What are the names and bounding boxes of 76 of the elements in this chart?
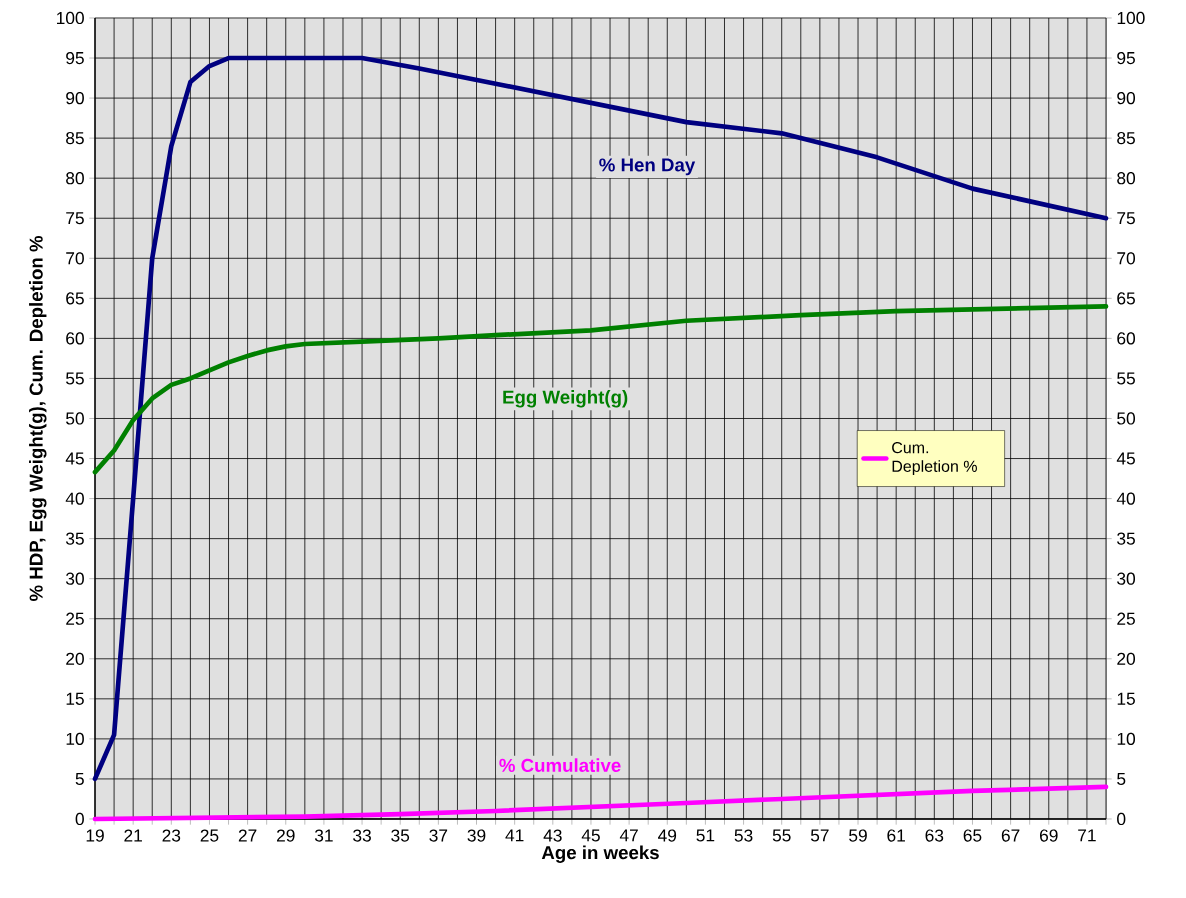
x-tick-label: 57: [810, 829, 829, 842]
y2-tick-label: 45: [1116, 452, 1135, 465]
y2-tick-label: 5: [1117, 772, 1126, 785]
y-tick-label: 75: [66, 212, 84, 225]
x-tick-label: 47: [619, 829, 638, 842]
x-tick-label: 67: [1001, 829, 1020, 842]
annotation: % Cumulative: [499, 758, 621, 773]
y-tick-label: 25: [66, 612, 84, 625]
y-tick-label: 30: [65, 572, 84, 585]
line-series: [92, 304, 1109, 475]
y-tick-label: 35: [65, 532, 84, 545]
x-tick-label: 29: [277, 829, 295, 842]
x-tick-label: 43: [543, 829, 562, 842]
x-tick-label: 53: [734, 829, 753, 842]
y-tick-label: 5: [75, 772, 84, 785]
x-tick-label: 49: [658, 829, 677, 842]
x-tick-label: 37: [429, 829, 448, 842]
x-tick-label: 45: [581, 829, 600, 842]
x-tick-label: 27: [238, 829, 257, 842]
y-tick-label: 100: [57, 11, 84, 25]
y2-tick-label: 50: [1117, 412, 1136, 425]
x-axis-title: Age in weeks: [541, 845, 659, 863]
y-tick-label: 65: [66, 292, 84, 305]
y2-tick-label: 60: [1117, 332, 1136, 345]
y2-tick-label: 100: [1117, 11, 1145, 25]
y2-tick-label: 65: [1117, 292, 1135, 305]
y-tick-label: 85: [66, 131, 84, 145]
y-tick-label: 40: [65, 492, 84, 505]
x-tick-label: 35: [391, 829, 410, 842]
x-tick-label: 41: [505, 829, 524, 842]
y-tick-label: 70: [66, 252, 84, 265]
x-tick-label: 63: [925, 829, 944, 842]
x-tick-label: 39: [467, 829, 486, 842]
x-tick-label: 55: [772, 829, 791, 842]
x-tick-label: 51: [696, 829, 715, 842]
x-tick-label: 65: [963, 829, 982, 842]
y2-tick-label: 80: [1117, 172, 1136, 185]
y2-tick-label: 40: [1116, 492, 1136, 505]
annotation: % Hen Day: [599, 158, 696, 176]
x-tick-label: 21: [124, 829, 142, 842]
y-tick-label: 60: [66, 332, 84, 345]
y-tick-label: 50: [66, 412, 84, 425]
y2-tick-label: 55: [1117, 372, 1135, 385]
y-tick-label: 80: [66, 172, 84, 185]
y2-tick-label: 30: [1117, 572, 1136, 585]
x-tick-label: 31: [314, 829, 333, 842]
y2-tick-label: 15: [1117, 692, 1135, 705]
y2-tick-label: 35: [1117, 532, 1135, 545]
x-tick-label: 59: [849, 829, 867, 842]
x-tick-label: 33: [353, 829, 371, 842]
y2-tick-label: 95: [1117, 51, 1135, 65]
y-tick-label: 90: [66, 91, 84, 105]
y-axis-title: % HDP, Egg Weight(g), Cum. Depletion %: [29, 235, 47, 602]
y-tick-label: 95: [66, 51, 84, 65]
y2-tick-label: 10: [1117, 732, 1136, 746]
y2-tick-label: 0: [1117, 812, 1126, 826]
x-tick-label: 25: [200, 829, 219, 842]
y-tick-label: 45: [65, 452, 84, 465]
x-tick-label: 61: [887, 829, 905, 842]
x-tick-label: 19: [86, 829, 104, 842]
x-tick-label: 69: [1040, 829, 1058, 842]
y-tick-label: 10: [66, 732, 84, 746]
y-tick-label: 0: [75, 812, 84, 826]
y-tick-label: 20: [66, 652, 84, 665]
annotation: Egg Weight(g): [503, 390, 628, 408]
y-tick-label: 55: [66, 372, 84, 385]
x-tick-label: 23: [162, 829, 181, 842]
y2-tick-label: 90: [1117, 91, 1136, 105]
y2-tick-label: 70: [1117, 252, 1136, 265]
y2-tick-label: 20: [1117, 652, 1136, 665]
y2-tick-label: 75: [1117, 212, 1135, 225]
legend-label: Cum. Depletion %: [892, 441, 977, 476]
y2-tick-label: 25: [1117, 612, 1135, 625]
x-tick-label: 71: [1078, 829, 1096, 842]
y2-tick-label: 85: [1117, 131, 1135, 145]
y-tick-label: 15: [66, 692, 84, 705]
